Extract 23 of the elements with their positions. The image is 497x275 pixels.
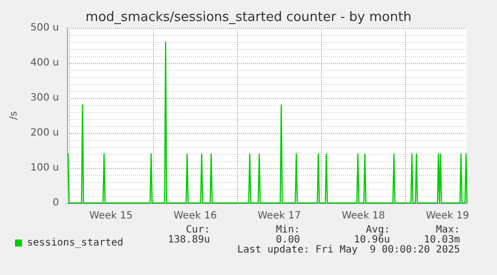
y-axis-title: /s [8, 111, 20, 120]
y-tick-label: 300 u [30, 92, 59, 104]
text: Avg: [366, 224, 390, 236]
x-tick-label: Week 15 [89, 210, 133, 222]
text: 0.00 [276, 234, 300, 246]
x-tick-label: Week 17 [258, 210, 301, 222]
text: 10.03m [424, 234, 460, 246]
text: Last update: Fri May 9 00:00:20 2025 [237, 244, 460, 256]
text: 138.89u [168, 234, 210, 246]
y-tick-label: 100 u [30, 162, 59, 174]
text: 10.96u [354, 234, 390, 246]
x-tick-label: Week 16 [174, 210, 217, 222]
y-tick-label: 400 u [30, 58, 59, 68]
text: Cur: [186, 224, 210, 236]
chart-title: mod_smacks/sessions_started counter - by month [86, 10, 412, 25]
x-tick-label: Week 18 [342, 210, 386, 222]
y-tick-label: 200 u [30, 128, 59, 138]
y-tick-label: 500 u [30, 22, 59, 34]
x-tick-label: Week 19 [426, 210, 470, 222]
text: Max: [436, 224, 460, 236]
text: Min: [276, 224, 300, 236]
y-tick-label: 0 [52, 198, 59, 208]
legend-label: sessions_started [27, 238, 124, 248]
